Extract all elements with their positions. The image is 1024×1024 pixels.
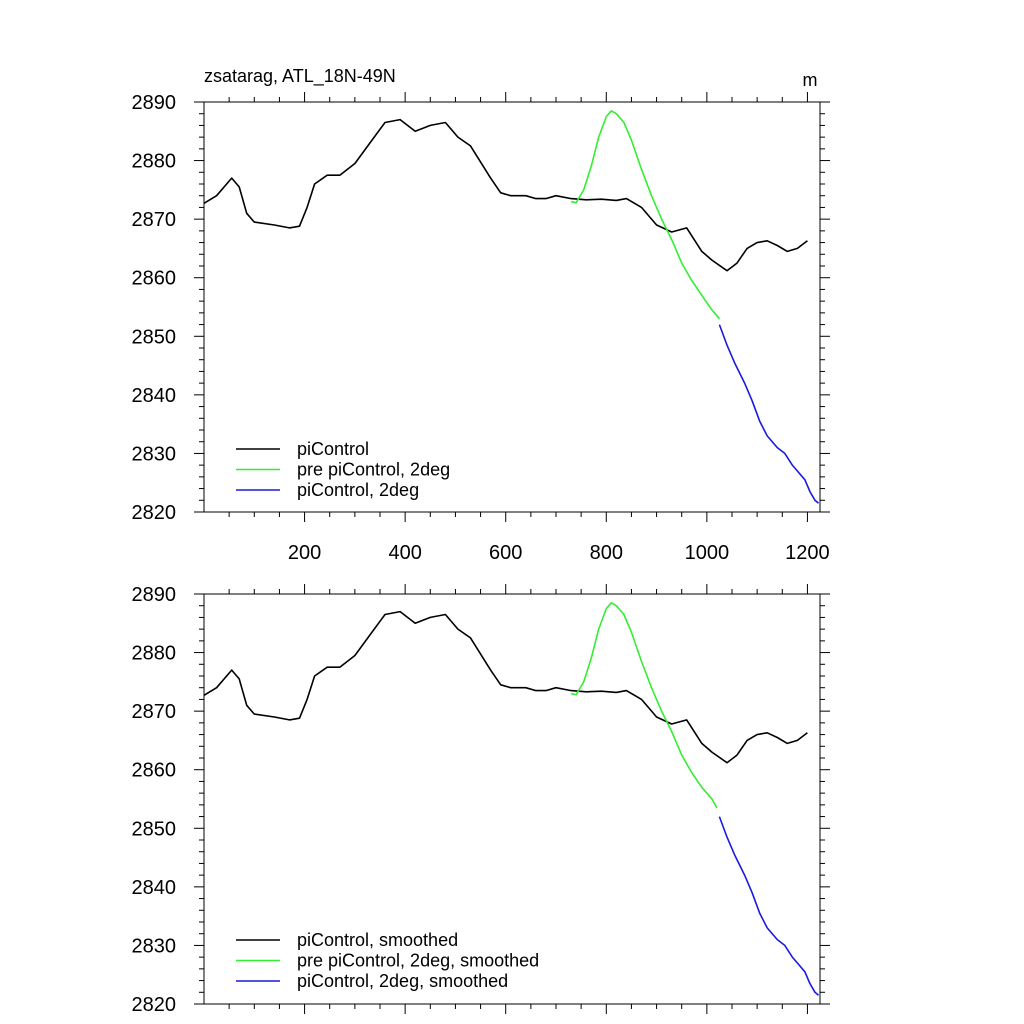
x-tick-label: 1200 xyxy=(785,542,830,564)
plot-frame xyxy=(203,101,821,513)
x-tick-label: 800 xyxy=(590,542,623,564)
y-tick-label: 2820 xyxy=(132,502,177,524)
series-line-picontrol-smoothed xyxy=(203,610,808,764)
legend-label: pre piControl, 2deg xyxy=(297,460,450,480)
series-line-pre-picontrol-2deg xyxy=(570,110,721,320)
x-tick-label: 1000 xyxy=(685,542,730,564)
legend-label: piControl, smoothed xyxy=(297,930,458,950)
y-tick-label: 2880 xyxy=(132,643,177,665)
units-label: m xyxy=(803,70,818,90)
y-tick-label: 2830 xyxy=(132,935,177,957)
chart-title: zsatarag, ATL_18N-49N xyxy=(204,66,396,87)
y-tick-label: 2880 xyxy=(132,151,177,173)
y-tick-label: 2830 xyxy=(132,443,177,465)
series-line-picontrol-2deg-smoothed xyxy=(718,816,820,996)
axis-ticks: 2820 2830 2840 2850 2860 2870 2880 2890 200 400 60… xyxy=(132,92,830,564)
plot-frame xyxy=(203,593,821,1005)
top-panel: zsatarag, ATL_18N-49N m 2820 2830 2840 2850… xyxy=(132,66,830,564)
y-tick-label: 2890 xyxy=(132,92,177,114)
legend-label: piControl, 2deg xyxy=(297,480,419,500)
y-tick-label: 2840 xyxy=(132,877,177,899)
x-tick-label: 400 xyxy=(388,542,421,564)
series-line-pre-picontrol-2deg-smoothed xyxy=(570,601,718,809)
y-tick-label: 2890 xyxy=(132,584,177,606)
x-tick-label: 200 xyxy=(288,542,321,564)
y-tick-label: 2850 xyxy=(132,818,177,840)
y-tick-label: 2820 xyxy=(132,994,177,1016)
y-tick-label: 2840 xyxy=(132,385,177,407)
y-tick-label: 2870 xyxy=(132,209,177,231)
series-line-picontrol xyxy=(203,118,808,272)
bottom-panel: 2820 2830 2840 2850 2860 2870 2880 2890 piContr… xyxy=(132,584,830,1016)
series-lines xyxy=(203,601,820,996)
y-tick-label: 2850 xyxy=(132,326,177,348)
axis-ticks: 2820 2830 2840 2850 2860 2870 2880 2890 xyxy=(132,584,830,1016)
y-tick-label: 2870 xyxy=(132,701,177,723)
legend-label: piControl xyxy=(297,439,369,459)
y-tick-label: 2860 xyxy=(132,760,177,782)
series-line-picontrol-2deg xyxy=(718,324,820,504)
series-lines xyxy=(203,110,820,504)
legend-label: piControl, 2deg, smoothed xyxy=(297,971,508,991)
legend-label: pre piControl, 2deg, smoothed xyxy=(297,951,539,971)
x-tick-label: 600 xyxy=(489,542,522,564)
y-tick-label: 2860 xyxy=(132,268,177,290)
